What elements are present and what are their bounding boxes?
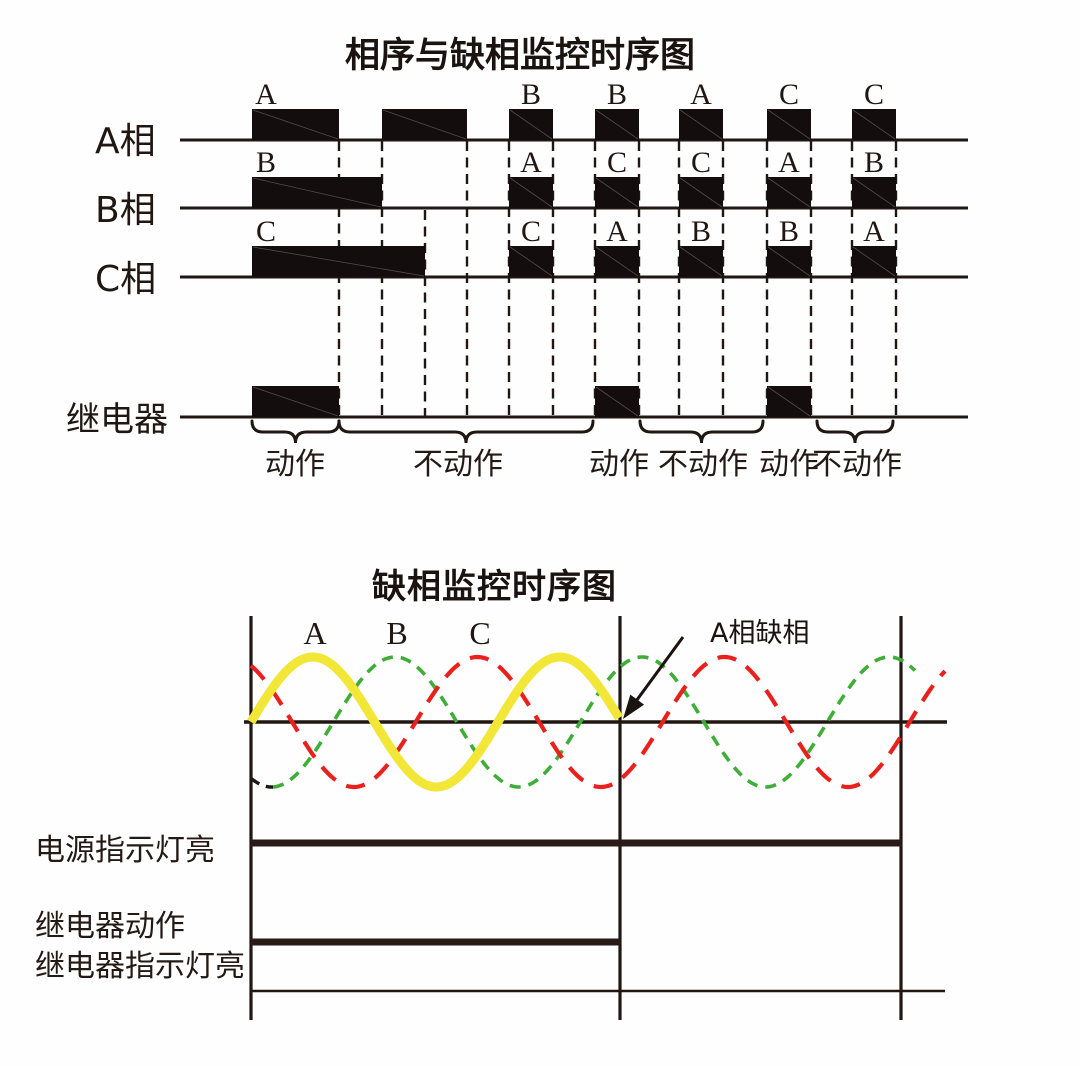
pulse-diagonal: [595, 386, 639, 417]
relay-zone-label: 动作: [589, 447, 649, 482]
row-label-phase-c: C相: [95, 259, 157, 300]
pulse-diagonal: [509, 246, 553, 277]
pulse-phase-letter: A: [863, 215, 885, 248]
relay-zone-label: 不动作: [413, 447, 503, 482]
under-brace: [815, 419, 895, 444]
pulse-diagonal: [595, 177, 639, 208]
pulse-phase-letter: B: [691, 215, 711, 248]
pulse-diagonal: [767, 109, 811, 140]
pulse-diagonal: [852, 246, 896, 277]
pulse-diagonal: [852, 109, 896, 140]
pulse-phase-letter: B: [607, 78, 627, 111]
relay-zone-label: 动作: [759, 447, 819, 482]
pulse-diagonal: [595, 109, 639, 140]
under-brace: [337, 419, 595, 444]
pulse-phase-letter: C: [521, 215, 541, 248]
pulse-diagonal: [509, 177, 553, 208]
pulse-diagonal: [252, 386, 339, 417]
pulse-diagonal: [252, 246, 425, 277]
pulse-phase-letter: B: [779, 215, 799, 248]
pulse-diagonal: [767, 177, 811, 208]
pulse-diagonal: [767, 386, 811, 417]
pulse-phase-letter: B: [256, 146, 276, 179]
pulse-diagonal: [252, 109, 339, 140]
wave-phase-letter: C: [469, 615, 490, 651]
row-label-relay: 继电器: [66, 400, 168, 440]
pulse-phase-letter: C: [256, 215, 276, 248]
relay-zone-label: 不动作: [658, 447, 748, 482]
pulse-diagonal: [679, 109, 723, 140]
row-label-phase-b: B相: [95, 190, 156, 231]
pulse-phase-letter: C: [607, 146, 627, 179]
pulse-diagonal: [595, 246, 639, 277]
pulse-phase-letter: C: [864, 78, 884, 111]
pulse-phase-letter: A: [606, 215, 628, 248]
pulse-phase-letter: A: [690, 78, 712, 111]
relay-action-label: 继电器动作: [35, 909, 185, 944]
under-brace: [250, 419, 341, 444]
phase-a-loss-annotation: A相缺相: [710, 618, 810, 649]
pulse-phase-letter: B: [864, 146, 884, 179]
pulse-diagonal: [679, 246, 723, 277]
pulse-phase-letter: B: [521, 78, 541, 111]
power-indicator-label: 电源指示灯亮: [35, 833, 215, 868]
pulse-diagonal: [252, 177, 382, 208]
pulse-diagonal: [509, 109, 553, 140]
pulse-phase-letter: A: [255, 78, 277, 111]
wave-phase-letter: A: [303, 615, 326, 651]
wave-phase-c: [249, 654, 947, 790]
wave-phase-b: [249, 776, 273, 789]
annotation-arrow-shaft: [634, 636, 685, 703]
relay-zone-label: 不动作: [812, 447, 902, 482]
pulse-phase-letter: A: [778, 146, 800, 179]
relay-indicator-label: 继电器指示灯亮: [35, 949, 245, 984]
relay-zone-label: 动作: [265, 447, 325, 482]
pulse-diagonal: [382, 109, 467, 140]
pulse-phase-letter: C: [779, 78, 799, 111]
row-label-phase-a: A相: [95, 121, 156, 162]
annotation-arrow-head: [623, 694, 645, 719]
top-diagram-title: 相序与缺相监控时序图: [345, 36, 696, 76]
wave-phase-a: [247, 652, 623, 792]
pulse-phase-letter: A: [520, 146, 542, 179]
pulse-phase-letter: C: [691, 146, 711, 179]
wave-phase-letter: B: [386, 615, 407, 651]
bottom-diagram-title: 缺相监控时序图: [372, 567, 617, 607]
under-brace: [638, 419, 765, 444]
pulse-diagonal: [767, 246, 811, 277]
pulse-diagonal: [679, 177, 723, 208]
pulse-diagonal: [852, 177, 896, 208]
